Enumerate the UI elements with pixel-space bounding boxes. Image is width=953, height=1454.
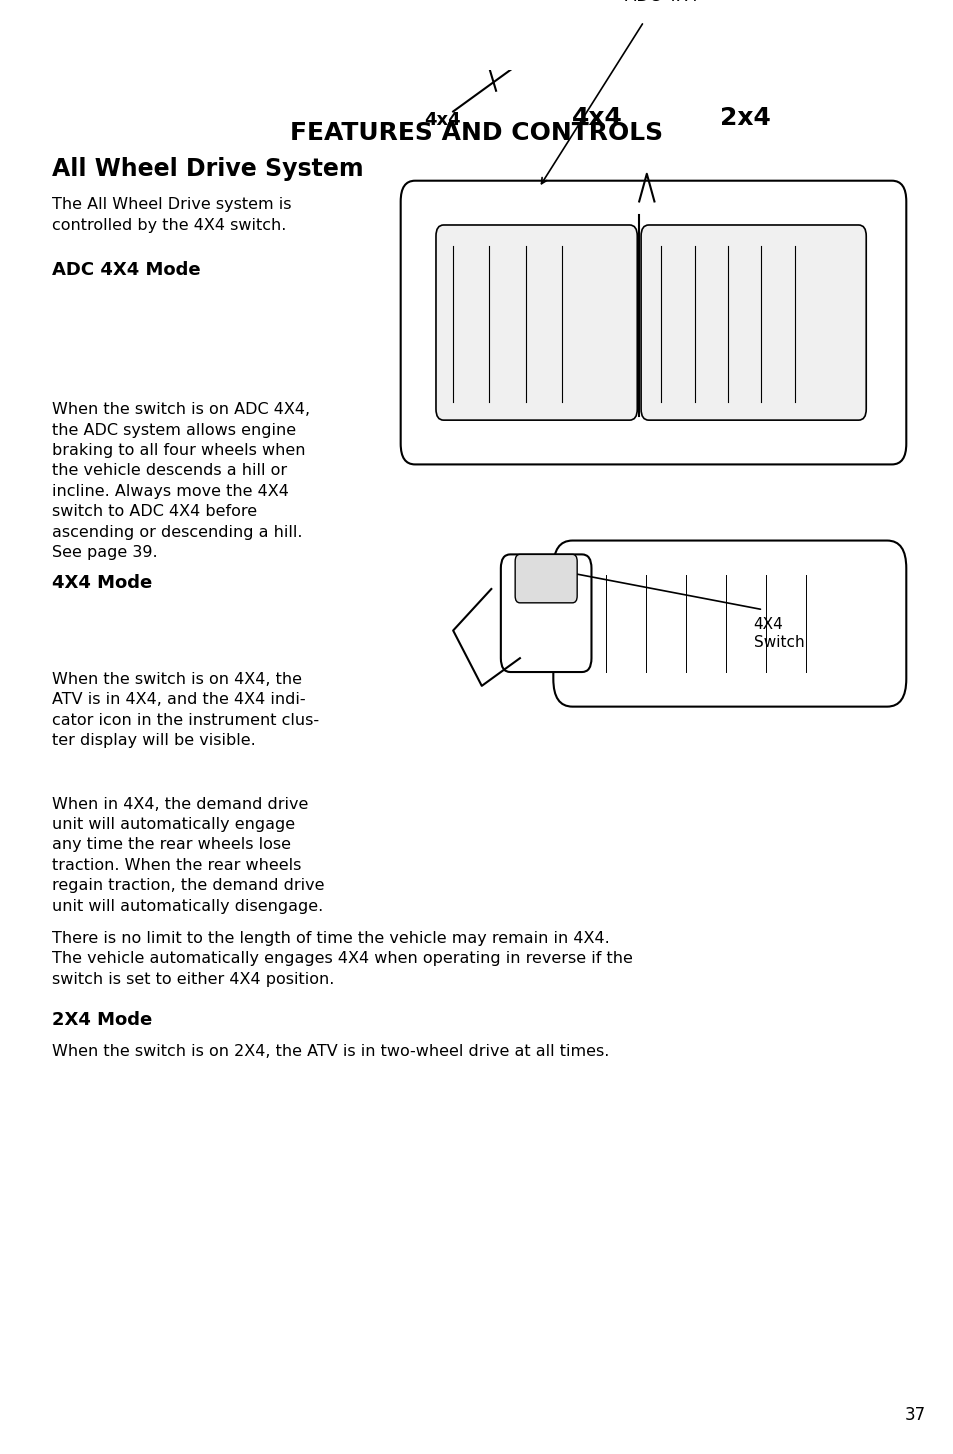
Text: 4x4: 4x4	[572, 106, 622, 131]
Text: There is no limit to the length of time the vehicle may remain in 4X4.
The vehic: There is no limit to the length of time …	[52, 931, 633, 987]
Text: When the switch is on 4X4, the
ATV is in 4X4, and the 4X4 indi-
cator icon in th: When the switch is on 4X4, the ATV is in…	[52, 672, 319, 749]
Text: 4X4
Switch: 4X4 Switch	[753, 616, 803, 650]
FancyBboxPatch shape	[400, 180, 905, 464]
FancyBboxPatch shape	[500, 554, 591, 672]
Text: 4x4: 4x4	[424, 112, 460, 129]
Text: FEATURES AND CONTROLS: FEATURES AND CONTROLS	[290, 121, 663, 145]
Text: ADC 4X4: ADC 4X4	[624, 0, 698, 4]
FancyBboxPatch shape	[436, 225, 637, 420]
Text: The All Wheel Drive system is
controlled by the 4X4 switch.: The All Wheel Drive system is controlled…	[52, 198, 292, 233]
FancyBboxPatch shape	[640, 225, 865, 420]
Text: When the switch is on ADC 4X4,
the ADC system allows engine
braking to all four : When the switch is on ADC 4X4, the ADC s…	[52, 403, 311, 560]
Text: All Wheel Drive System: All Wheel Drive System	[52, 157, 364, 182]
Text: ADC 4X4 Mode: ADC 4X4 Mode	[52, 260, 201, 279]
Text: When the switch is on 2X4, the ATV is in two-wheel drive at all times.: When the switch is on 2X4, the ATV is in…	[52, 1044, 609, 1060]
Text: When in 4X4, the demand drive
unit will automatically engage
any time the rear w: When in 4X4, the demand drive unit will …	[52, 797, 325, 913]
Text: 2x4: 2x4	[720, 106, 770, 131]
FancyBboxPatch shape	[515, 554, 577, 603]
Text: 4X4 Mode: 4X4 Mode	[52, 574, 152, 592]
FancyBboxPatch shape	[553, 541, 905, 707]
Text: 2X4 Mode: 2X4 Mode	[52, 1011, 152, 1029]
Text: 37: 37	[903, 1406, 924, 1423]
